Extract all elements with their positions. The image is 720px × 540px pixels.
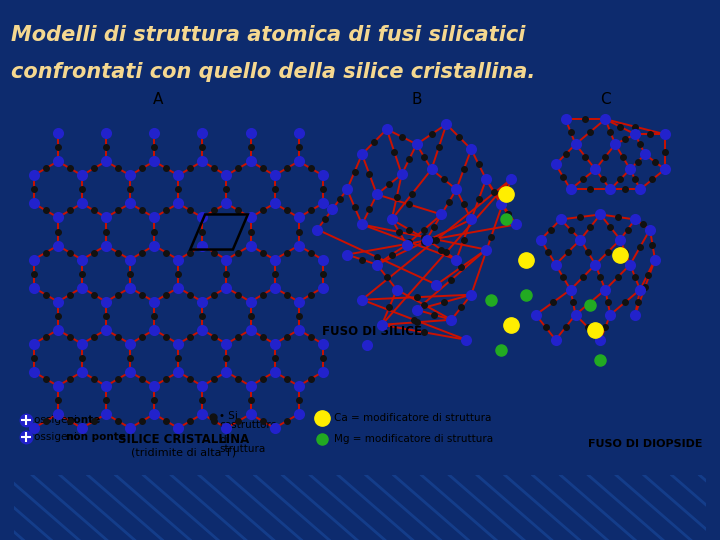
- Text: Modelli di struttura atomica di fusi silicatici: Modelli di struttura atomica di fusi sil…: [11, 25, 525, 45]
- Text: ossigeni: ossigeni: [35, 415, 81, 425]
- Text: non ponte: non ponte: [66, 432, 126, 442]
- Text: Ca = modificatore di struttura: Ca = modificatore di struttura: [334, 413, 492, 423]
- Text: ponte: ponte: [66, 415, 100, 425]
- Text: (tridimite di alta T): (tridimite di alta T): [130, 447, 235, 457]
- Text: confrontati con quello della silice cristallina.: confrontati con quello della silice cris…: [11, 62, 535, 83]
- Text: ossigeni: ossigeni: [35, 432, 81, 442]
- Text: Mg = modificatore di struttura: Mg = modificatore di struttura: [334, 434, 493, 444]
- Text: FUSO DI SILICE: FUSO DI SILICE: [322, 325, 422, 338]
- Text: struttura: struttura: [219, 444, 265, 454]
- Text: A: A: [153, 92, 163, 107]
- Text: costruttore: costruttore: [219, 420, 277, 430]
- Text: B: B: [411, 92, 422, 107]
- Text: FUSO DI DIOPSIDE: FUSO DI DIOPSIDE: [588, 439, 703, 449]
- Text: SILICE CRISTALLINA: SILICE CRISTALLINA: [117, 433, 249, 446]
- Text: • Si: • Si: [219, 411, 238, 421]
- Text: C: C: [600, 92, 611, 107]
- Text: di: di: [219, 435, 229, 445]
